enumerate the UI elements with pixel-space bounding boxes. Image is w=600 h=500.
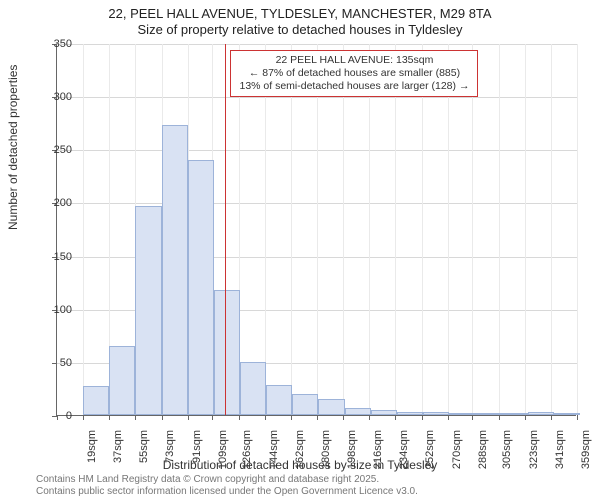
x-tick: [317, 415, 318, 420]
x-tick-label: 270sqm: [451, 430, 463, 470]
plot-area: [56, 44, 576, 416]
y-tick-label: 300: [28, 91, 72, 103]
gridline-vertical: [369, 44, 370, 416]
x-tick-label: 288sqm: [477, 430, 489, 470]
gridline-vertical: [395, 44, 396, 416]
gridline-vertical: [83, 44, 84, 416]
y-tick-label: 50: [28, 357, 72, 369]
y-tick-label: 150: [28, 251, 72, 263]
x-tick: [551, 415, 552, 420]
x-tick-label: 144sqm: [268, 430, 280, 470]
x-tick-label: 19sqm: [86, 430, 98, 470]
x-tick: [212, 415, 213, 420]
chart-title-line1: 22, PEEL HALL AVENUE, TYLDESLEY, MANCHES…: [0, 6, 600, 21]
x-tick: [499, 415, 500, 420]
x-tick-label: 323sqm: [528, 430, 540, 470]
y-tick-label: 200: [28, 197, 72, 209]
x-tick: [577, 415, 578, 420]
gridline-vertical: [525, 44, 526, 416]
x-tick-label: 126sqm: [241, 430, 253, 470]
gridline-vertical: [577, 44, 578, 416]
histogram-bar: [371, 410, 397, 415]
gridline-vertical: [448, 44, 449, 416]
histogram-bar: [423, 412, 449, 415]
x-tick: [83, 415, 84, 420]
x-tick: [343, 415, 344, 420]
y-tick-label: 100: [28, 304, 72, 316]
gridline-vertical: [422, 44, 423, 416]
x-tick: [422, 415, 423, 420]
x-tick: [291, 415, 292, 420]
x-tick-label: 37sqm: [112, 430, 124, 470]
histogram-bar: [397, 412, 423, 415]
x-tick: [265, 415, 266, 420]
footer-attribution: Contains HM Land Registry data © Crown c…: [36, 474, 418, 498]
histogram-bar: [292, 394, 318, 415]
y-tick-label: 350: [28, 38, 72, 50]
histogram-bar: [554, 413, 580, 415]
x-tick-label: 305sqm: [501, 430, 513, 470]
annotation-line2: ← 87% of detached houses are smaller (88…: [239, 67, 469, 80]
gridline-vertical: [291, 44, 292, 416]
chart-title-line2: Size of property relative to detached ho…: [0, 22, 600, 37]
x-tick-label: 162sqm: [294, 430, 306, 470]
x-tick-label: 109sqm: [217, 430, 229, 470]
x-tick-label: 234sqm: [398, 430, 410, 470]
y-tick-label: 0: [28, 410, 72, 422]
x-tick-label: 359sqm: [580, 430, 592, 470]
y-tick-label: 250: [28, 144, 72, 156]
x-tick: [188, 415, 189, 420]
x-tick: [472, 415, 473, 420]
gridline-vertical: [343, 44, 344, 416]
footer-line1: Contains HM Land Registry data © Crown c…: [36, 474, 418, 486]
histogram-bar: [188, 160, 214, 415]
histogram-bar: [345, 408, 371, 415]
annotation-line3: 13% of semi-detached houses are larger (…: [239, 80, 469, 93]
annotation-line1: 22 PEEL HALL AVENUE: 135sqm: [239, 54, 469, 67]
histogram-bar: [109, 346, 135, 415]
x-tick-label: 55sqm: [138, 430, 150, 470]
histogram-bar: [240, 362, 266, 415]
histogram-bar: [475, 413, 501, 415]
x-tick: [395, 415, 396, 420]
footer-line2: Contains public sector information licen…: [36, 486, 418, 498]
x-tick: [162, 415, 163, 420]
histogram-bar: [501, 413, 527, 415]
histogram-bar: [83, 386, 109, 415]
y-axis-label: Number of detached properties: [6, 65, 20, 230]
reference-line: [225, 44, 226, 415]
gridline-vertical: [551, 44, 552, 416]
x-tick-label: 252sqm: [424, 430, 436, 470]
x-tick-label: 73sqm: [164, 430, 176, 470]
x-tick: [135, 415, 136, 420]
annotation-box: 22 PEEL HALL AVENUE: 135sqm← 87% of deta…: [230, 50, 478, 97]
gridline-vertical: [499, 44, 500, 416]
x-tick-label: 341sqm: [554, 430, 566, 470]
gridline-vertical: [472, 44, 473, 416]
x-tick: [448, 415, 449, 420]
histogram-bar: [162, 125, 188, 415]
x-tick-label: 198sqm: [346, 430, 358, 470]
x-tick-label: 216sqm: [372, 430, 384, 470]
histogram-bar: [214, 290, 240, 415]
x-tick-label: 91sqm: [191, 430, 203, 470]
histogram-bar: [266, 385, 292, 415]
histogram-bar: [449, 413, 475, 415]
x-tick: [369, 415, 370, 420]
x-tick: [239, 415, 240, 420]
histogram-bar: [135, 206, 161, 415]
gridline-vertical: [265, 44, 266, 416]
gridline-vertical: [317, 44, 318, 416]
x-tick-label: 180sqm: [320, 430, 332, 470]
histogram-bar: [528, 412, 554, 415]
x-tick: [525, 415, 526, 420]
x-tick: [109, 415, 110, 420]
histogram-bar: [318, 399, 344, 415]
